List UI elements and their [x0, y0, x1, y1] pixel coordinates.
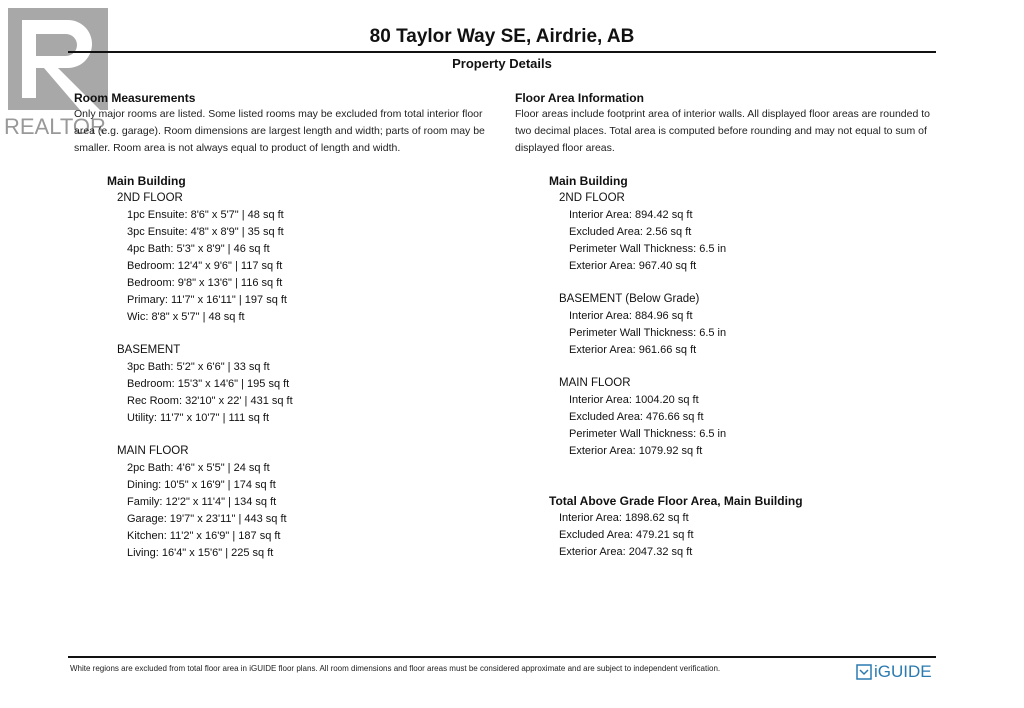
spacer: [549, 275, 803, 291]
floor-label: 2ND FLOOR: [117, 192, 183, 204]
room-measurements-desc: Only major rooms are listed. Some listed…: [74, 108, 485, 154]
floor-label: 2ND FLOOR: [559, 192, 625, 204]
list-item: Rec Room: 32'10" x 22' | 431 sq ft: [127, 395, 293, 407]
list-item: Excluded Area: 476.66 sq ft: [569, 411, 704, 423]
spacer: [107, 427, 293, 443]
list-item: Exterior Area: 961.66 sq ft: [569, 344, 697, 356]
list-item: Interior Area: 1004.20 sq ft: [569, 394, 699, 406]
room-measurements-heading: Room Measurements: [74, 91, 196, 105]
building-heading: Main Building: [549, 174, 628, 188]
list-item: Interior Area: 894.42 sq ft: [569, 209, 693, 221]
list-item: Perimeter Wall Thickness: 6.5 in: [569, 243, 727, 255]
iguide-logo: iGUIDE: [856, 662, 932, 682]
realtor-text: REALTOR: [4, 114, 106, 139]
list-item: Family: 12'2" x 11'4" | 134 sq ft: [127, 496, 277, 508]
floor-label: MAIN FLOOR: [117, 445, 189, 457]
divider: [68, 51, 936, 53]
list-item: Bedroom: 15'3" x 14'6" | 195 sq ft: [127, 378, 290, 390]
list-item: 3pc Ensuite: 4'8" x 8'9" | 35 sq ft: [127, 226, 284, 238]
list-item: Interior Area: 1898.62 sq ft: [559, 512, 689, 524]
list-item: Perimeter Wall Thickness: 6.5 in: [569, 428, 727, 440]
floor-label: BASEMENT: [117, 344, 181, 356]
list-item: Utility: 11'7" x 10'7" | 111 sq ft: [127, 412, 270, 424]
list-item: Perimeter Wall Thickness: 6.5 in: [569, 327, 727, 339]
footer-divider: [68, 656, 936, 658]
spacer: [549, 460, 803, 493]
floor-label: BASEMENT (Below Grade): [559, 293, 700, 305]
list-item: 4pc Bath: 5'3" x 8'9" | 46 sq ft: [127, 243, 270, 255]
list-item: Exterior Area: 2047.32 sq ft: [559, 546, 693, 558]
list-item: Excluded Area: 479.21 sq ft: [559, 529, 694, 541]
list-item: Wic: 8'8" x 5'7" | 48 sq ft: [127, 311, 245, 323]
spacer: [549, 359, 803, 375]
list-item: Exterior Area: 967.40 sq ft: [569, 260, 697, 272]
iguide-icon: [856, 664, 872, 680]
realtor-r-icon: [22, 20, 100, 110]
footer-disclaimer: White regions are excluded from total fl…: [70, 664, 721, 673]
building-heading: Main Building: [107, 174, 186, 188]
floor-area-desc: Floor areas include footprint area of in…: [515, 108, 930, 154]
page-title: 80 Taylor Way SE, Airdrie, AB: [369, 26, 635, 47]
floor-label: MAIN FLOOR: [559, 377, 631, 389]
list-item: Interior Area: 884.96 sq ft: [569, 310, 693, 322]
list-item: Living: 16'4" x 15'6" | 225 sq ft: [127, 547, 274, 559]
page-subtitle: Property Details: [452, 56, 552, 71]
list-item: Bedroom: 12'4" x 9'6" | 117 sq ft: [127, 260, 283, 272]
room-list: Main Building 2ND FLOOR 1pc Ensuite: 8'6" …: [107, 173, 293, 562]
spacer: [107, 326, 293, 342]
list-item: Bedroom: 9'8" x 13'6" | 116 sq ft: [127, 277, 283, 289]
realtor-logo: [8, 8, 108, 110]
iguide-brand: iGUIDE: [874, 662, 932, 681]
list-item: Exterior Area: 1079.92 sq ft: [569, 445, 703, 457]
list-item: Kitchen: 11'2" x 16'9" | 187 sq ft: [127, 530, 281, 542]
floor-area-heading: Floor Area Information: [515, 91, 644, 105]
list-item: Primary: 11'7" x 16'11" | 197 sq ft: [127, 294, 287, 306]
list-item: Dining: 10'5" x 16'9" | 174 sq ft: [127, 479, 276, 491]
floor-area-list: Main Building 2ND FLOOR Interior Area: 894…: [549, 173, 803, 561]
list-item: Garage: 19'7" x 23'11" | 443 sq ft: [127, 513, 287, 525]
list-item: 2pc Bath: 4'6" x 5'5" | 24 sq ft: [127, 462, 270, 474]
list-item: Excluded Area: 2.56 sq ft: [569, 226, 692, 238]
total-heading: Total Above Grade Floor Area, Main Build…: [549, 494, 803, 508]
list-item: 1pc Ensuite: 8'6" x 5'7" | 48 sq ft: [127, 209, 284, 221]
list-item: 3pc Bath: 5'2" x 6'6" | 33 sq ft: [127, 361, 270, 373]
